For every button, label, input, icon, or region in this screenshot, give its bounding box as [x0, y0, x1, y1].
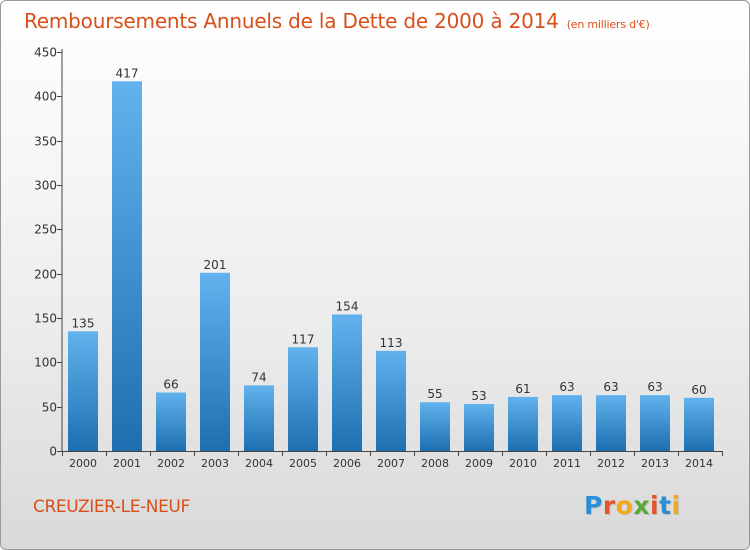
bar [244, 385, 274, 451]
bar [640, 395, 670, 451]
logo-letter: P [584, 491, 603, 520]
bar [288, 347, 318, 451]
x-tick-label: 2008 [421, 457, 449, 470]
x-tick-label: 2000 [69, 457, 97, 470]
bar [508, 396, 538, 451]
y-tick-label: 350 [34, 135, 57, 149]
bar [332, 314, 362, 451]
bar [112, 81, 142, 451]
x-tick-label: 2004 [245, 457, 273, 470]
y-tick-label: 200 [34, 268, 57, 282]
data-label: 154 [336, 299, 359, 313]
data-label: 113 [380, 336, 403, 350]
data-label: 60 [691, 383, 706, 397]
y-tick-label: 250 [34, 223, 57, 237]
x-tick-label: 2006 [333, 457, 361, 470]
x-tick-label: 2001 [113, 457, 141, 470]
proxiti-logo: Proxiti [584, 491, 681, 520]
data-labels: 135 417 66 201 74 117 154 113 55 53 61 63 63 63 60 [72, 66, 707, 403]
logo-letter: i [671, 491, 681, 520]
bar [156, 392, 186, 451]
bar [200, 272, 230, 451]
y-tick-label: 0 [49, 445, 57, 459]
data-label: 135 [72, 316, 95, 330]
bar [420, 402, 450, 451]
data-label: 417 [116, 66, 139, 80]
x-tick-label: 2010 [509, 457, 537, 470]
data-label: 63 [647, 380, 662, 394]
y-tick-label: 450 [34, 46, 57, 60]
data-label: 63 [559, 380, 574, 394]
data-label: 55 [427, 387, 442, 401]
x-tick-label: 2003 [201, 457, 229, 470]
logo-letter: i [650, 491, 660, 520]
bars [68, 81, 714, 451]
y-tick-label: 100 [34, 356, 57, 370]
chart-title: Remboursements Annuels de la Dette de 20… [24, 9, 650, 33]
y-axis: 0 50 100 150 200 250 300 350 400 450 [34, 46, 63, 459]
data-label: 201 [204, 258, 227, 272]
x-tick-label: 2011 [553, 457, 581, 470]
x-tick-label: 2014 [685, 457, 713, 470]
y-tick-label: 300 [34, 179, 57, 193]
x-tick-label: 2005 [289, 457, 317, 470]
data-label: 66 [163, 377, 178, 391]
logo-letter: x [633, 491, 650, 520]
logo-letter: r [602, 491, 616, 520]
y-tick-label: 150 [34, 312, 57, 326]
logo-letter: t [659, 491, 672, 520]
bar [596, 395, 626, 451]
unit-note: (en milliers d'€) [566, 18, 650, 31]
data-label: 53 [471, 389, 486, 403]
x-tick-label: 2002 [157, 457, 185, 470]
bar [68, 331, 98, 451]
data-label: 61 [515, 382, 530, 396]
chart-title-text: Remboursements Annuels de la Dette de 20… [24, 9, 559, 33]
bar [464, 404, 494, 451]
x-axis: 2000 2001 2002 2003 2004 2005 2006 2007 2008 2009… [62, 451, 723, 470]
data-label: 117 [292, 332, 315, 346]
y-tick-label: 400 [34, 90, 57, 104]
data-label: 74 [251, 370, 266, 384]
x-tick-label: 2009 [465, 457, 493, 470]
bar [684, 397, 714, 451]
logo-letter: o [615, 491, 634, 520]
bar [552, 395, 582, 451]
x-tick-label: 2007 [377, 457, 405, 470]
data-label: 63 [603, 380, 618, 394]
bar [376, 350, 406, 451]
x-tick-label: 2013 [641, 457, 669, 470]
y-tick-label: 50 [42, 401, 57, 415]
commune-name: CREUZIER-LE-NEUF [33, 497, 190, 517]
x-tick-label: 2012 [597, 457, 625, 470]
